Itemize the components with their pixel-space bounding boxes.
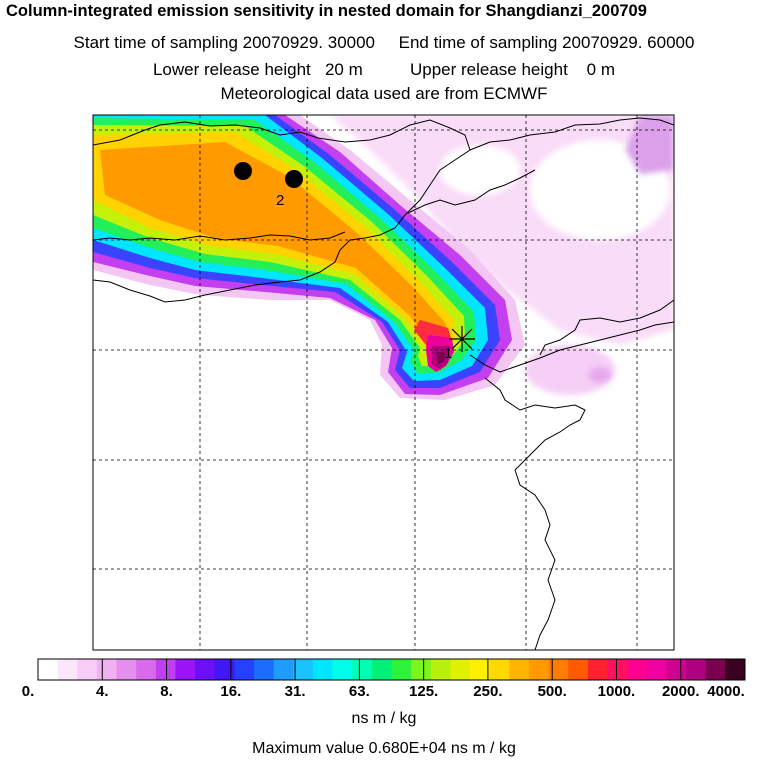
colorbar-swatch: [352, 659, 373, 680]
colorbar-swatch: [371, 659, 392, 680]
colorbar-swatch: [234, 659, 255, 680]
colorbar-swatch: [489, 659, 510, 680]
colorbar-tick-label: 250.: [473, 683, 503, 700]
colorbar-swatch: [38, 659, 59, 680]
colorbar-swatch: [686, 659, 707, 680]
release-height-line: Lower release height 20 m Upper release …: [152, 60, 616, 79]
colorbar-swatch: [430, 659, 451, 680]
colorbar-swatch: [155, 659, 176, 680]
colorbar-swatch: [607, 659, 628, 680]
colorbar-tick-label: 31.: [284, 683, 306, 700]
colorbar-swatch: [312, 659, 334, 680]
colorbar-frame: [37, 658, 746, 681]
colorbar-swatch: [587, 659, 609, 680]
colorbar-units: ns m / kg: [351, 710, 417, 727]
colorbar-tick-label: 1000.: [597, 683, 636, 700]
colorbar-swatch: [77, 659, 98, 680]
colorbar-swatch: [293, 659, 314, 680]
colorbar-swatch: [528, 659, 550, 680]
colorbar-tick-label: 2000.: [661, 683, 700, 700]
map-frame: [92, 114, 675, 651]
colorbar-swatch: [627, 659, 648, 680]
marker-dot-east: [285, 170, 303, 188]
colorbar-tick-label: 16.: [220, 683, 242, 700]
colorbar-swatch: [548, 659, 569, 680]
colorbar-swatch: [273, 659, 294, 680]
colorbar-swatch: [96, 659, 118, 680]
receptor-star-icon: [449, 326, 475, 352]
colorbar-tick-label: 4000.: [707, 683, 745, 700]
colorbar-swatch: [646, 659, 667, 680]
chart-title: Column-integrated emission sensitivity i…: [6, 2, 647, 20]
colorbar-swatch: [136, 659, 157, 680]
colorbar-swatch: [116, 659, 137, 680]
colorbar: [37, 658, 746, 681]
colorbar-swatch: [568, 659, 589, 680]
colorbar-tick-label: 8.: [160, 683, 173, 700]
colorbar-tick-label: 0.: [21, 683, 35, 700]
colorbar-swatch: [214, 659, 235, 680]
marker-dot-west: [234, 162, 252, 180]
colorbar-tick-label: 125.: [409, 683, 439, 700]
colorbar-tick-label: 500.: [537, 683, 567, 700]
colorbar-swatch: [470, 659, 491, 680]
colorbar-swatch: [254, 659, 275, 680]
maximum-value: Maximum value 0.680E+04 ns m / kg: [252, 740, 516, 757]
colorbar-swatch: [450, 659, 471, 680]
meteo-source-line: Meteorological data used are from ECMWF: [220, 84, 548, 103]
plume-bands: [93, 115, 525, 400]
colorbar-swatch: [391, 659, 412, 680]
colorbar-swatch: [332, 659, 353, 680]
colorbar-swatch: [175, 659, 196, 680]
colorbar-swatch: [705, 659, 726, 680]
colorbar-swatch: [666, 659, 687, 680]
colorbar-swatch: [725, 659, 746, 680]
colorbar-swatch: [509, 659, 530, 680]
receptor-label: 1: [444, 345, 452, 362]
plume-field: [93, 115, 674, 650]
colorbar-swatch: [195, 659, 216, 680]
colorbar-tick-label: 4.: [96, 683, 109, 700]
sampling-time-line: Start time of sampling 20070929. 30000 E…: [73, 33, 695, 52]
map-grid: [93, 115, 674, 650]
background-sensitivity-area: [330, 115, 674, 395]
colorbar-swatch: [411, 659, 432, 680]
colorbar-tick-label: 63.: [348, 683, 370, 700]
marker-label: 2: [276, 192, 284, 209]
colorbar-swatch: [57, 659, 78, 680]
